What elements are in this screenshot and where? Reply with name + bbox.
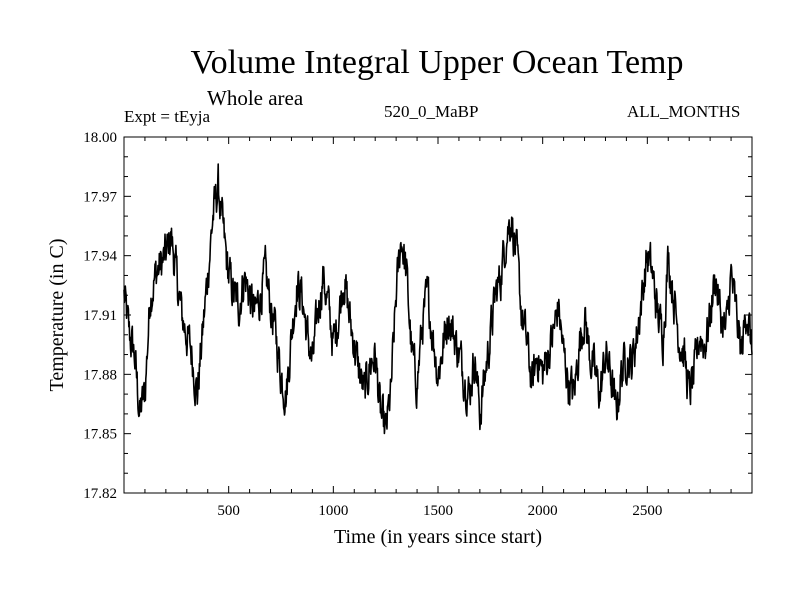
y-tick-label: 17.91	[83, 308, 117, 324]
x-tick-label: 2500	[632, 503, 662, 519]
x-tick-labels: 500 1000 1500 2000 2500	[217, 503, 662, 519]
x-tick-label: 1000	[318, 503, 348, 519]
y-tick-label: 17.94	[83, 249, 117, 265]
x-tick-label: 2000	[528, 503, 558, 519]
temperature-series-line	[123, 163, 753, 435]
y-tick-label: 18.00	[83, 130, 117, 146]
x-axis-label: Time (in years since start)	[334, 526, 542, 548]
chart-title: Volume Integral Upper Ocean Temp	[190, 44, 684, 81]
x-tick-label: 1500	[423, 503, 453, 519]
y-tick-label: 17.82	[83, 486, 117, 502]
y-tick-label: 17.97	[83, 189, 117, 205]
months-label: ALL_MONTHS	[627, 102, 741, 121]
y-tick-labels: 17.82 17.85 17.88 17.91 17.94 17.97 18.00	[83, 130, 117, 502]
x-tick-label: 500	[217, 503, 240, 519]
experiment-label: Expt = tEyja	[124, 107, 211, 126]
plot-frame	[123, 136, 753, 494]
run-label: 520_0_MaBP	[384, 102, 479, 121]
y-axis-label: Temperature (in C)	[46, 239, 68, 392]
y-tick-label: 17.88	[83, 367, 117, 383]
chart-subtitle: Whole area	[207, 86, 304, 110]
y-tick-label: 17.85	[83, 427, 117, 443]
